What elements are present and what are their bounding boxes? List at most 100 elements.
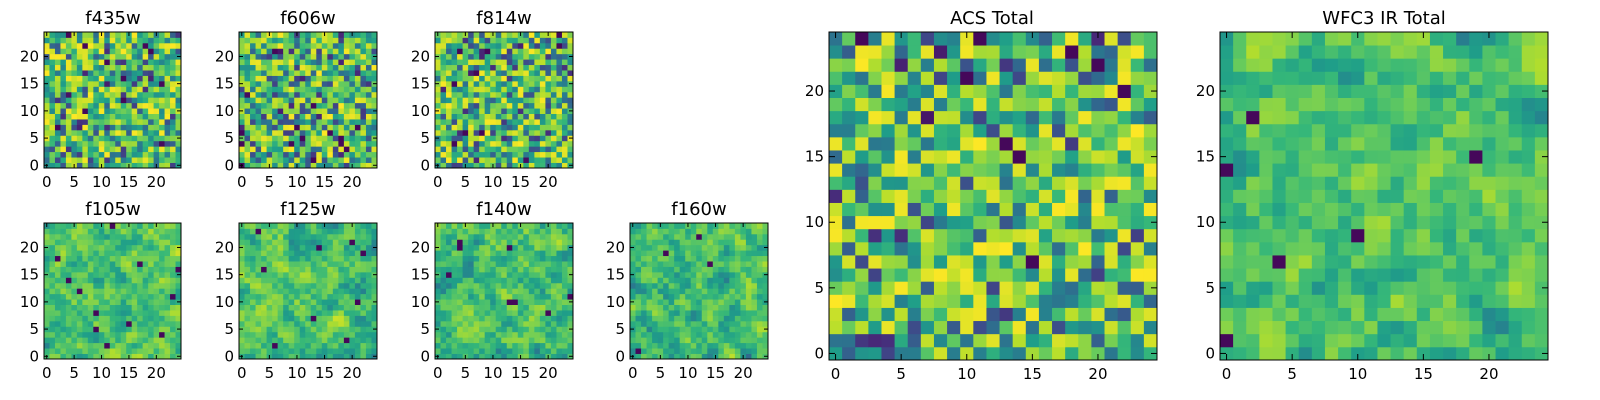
heatmap-cell bbox=[354, 293, 361, 300]
heatmap-cell bbox=[1065, 333, 1079, 348]
heatmap-cell bbox=[250, 113, 256, 120]
heatmap-cell bbox=[451, 37, 458, 44]
heatmap-cell bbox=[288, 353, 295, 360]
heatmap-cell bbox=[674, 244, 681, 251]
heatmap-cell bbox=[153, 228, 160, 235]
heatmap-cell bbox=[60, 64, 67, 71]
heatmap-cell bbox=[277, 80, 284, 87]
heatmap-cell bbox=[696, 228, 703, 235]
heatmap-cell bbox=[277, 320, 284, 327]
heatmap-cell bbox=[93, 146, 100, 153]
heatmap-cell bbox=[999, 255, 1014, 269]
heatmap-cell bbox=[539, 342, 546, 349]
heatmap-cell bbox=[635, 353, 642, 360]
heatmap-cell bbox=[120, 32, 127, 38]
heatmap-cell bbox=[517, 91, 524, 98]
heatmap-cell bbox=[451, 140, 458, 147]
heatmap-cell bbox=[567, 48, 574, 55]
heatmap-cell bbox=[690, 337, 697, 344]
heatmap-cell bbox=[142, 277, 149, 284]
heatmap-cell bbox=[277, 299, 284, 305]
heatmap-cell bbox=[440, 255, 447, 262]
heatmap-cell bbox=[495, 342, 502, 349]
heatmap-cell bbox=[365, 331, 372, 338]
heatmap-cells bbox=[435, 32, 574, 169]
heatmap-cell bbox=[539, 261, 546, 267]
heatmap-cell bbox=[517, 119, 524, 125]
x-tick-label: 10 bbox=[287, 364, 306, 382]
heatmap-cell bbox=[462, 129, 469, 136]
heatmap-cell bbox=[60, 37, 67, 44]
heatmap-cell bbox=[120, 353, 127, 360]
heatmap-cell bbox=[674, 320, 681, 327]
heatmap-cell bbox=[148, 108, 154, 114]
heatmap-cell bbox=[512, 80, 519, 87]
heatmap-cell bbox=[131, 135, 138, 142]
heatmap-cell bbox=[76, 304, 83, 311]
heatmap-cell bbox=[690, 282, 697, 289]
heatmap-cell bbox=[299, 157, 306, 163]
heatmap-cell bbox=[973, 176, 987, 190]
heatmap-cell bbox=[49, 342, 56, 349]
heatmap-cell bbox=[550, 304, 557, 311]
heatmap-cell bbox=[54, 151, 61, 158]
heatmap-cell bbox=[321, 91, 328, 98]
heatmap-cell bbox=[528, 326, 535, 333]
heatmap-cell bbox=[76, 86, 83, 93]
heatmap-cell bbox=[54, 233, 61, 240]
heatmap-cell bbox=[109, 75, 116, 82]
heatmap-cell bbox=[674, 255, 681, 262]
heatmap-cell bbox=[49, 353, 56, 360]
heatmap-cell bbox=[534, 277, 541, 284]
heatmap-cell bbox=[316, 102, 323, 109]
heatmap-cell bbox=[332, 97, 339, 104]
heatmap-cell bbox=[718, 331, 725, 338]
heatmap-cell bbox=[115, 277, 122, 284]
heatmap-cell bbox=[244, 162, 251, 169]
heatmap-cell bbox=[1025, 320, 1040, 335]
x-tick-label: 5 bbox=[656, 364, 666, 382]
heatmap-cell bbox=[316, 48, 323, 55]
heatmap-cell bbox=[729, 250, 736, 257]
heatmap-cell bbox=[305, 266, 312, 273]
heatmap-cell bbox=[657, 331, 664, 338]
heatmap-cell bbox=[277, 255, 284, 262]
heatmap-cell bbox=[148, 266, 154, 273]
heatmap-cell bbox=[674, 326, 681, 333]
heatmap-cell bbox=[65, 293, 72, 300]
heatmap-cell bbox=[332, 129, 339, 136]
heatmap-cell bbox=[534, 64, 541, 71]
heatmap-cell bbox=[338, 37, 345, 44]
heatmap-cell bbox=[93, 304, 100, 311]
heatmap-cell bbox=[556, 282, 563, 289]
heatmap-cell bbox=[512, 250, 519, 257]
heatmap-cell bbox=[457, 119, 463, 125]
heatmap-cell bbox=[440, 146, 447, 153]
heatmap-cell bbox=[354, 80, 361, 87]
heatmap-cell bbox=[332, 146, 339, 153]
heatmap-cell bbox=[371, 348, 378, 354]
heatmap-cell bbox=[261, 102, 267, 109]
heatmap-cell bbox=[1038, 189, 1053, 203]
heatmap-cell bbox=[473, 48, 480, 55]
heatmap-cell bbox=[855, 333, 869, 348]
heatmap-cell bbox=[104, 304, 111, 311]
heatmap-cell bbox=[556, 320, 563, 327]
heatmap-cell bbox=[159, 271, 165, 278]
heatmap-cell bbox=[239, 91, 245, 98]
heatmap-cell bbox=[740, 282, 747, 289]
heatmap-cell bbox=[712, 331, 719, 338]
heatmap-cell bbox=[756, 348, 763, 354]
heatmap-cell bbox=[104, 320, 111, 327]
heatmap-cell bbox=[76, 315, 83, 322]
heatmap-cell bbox=[321, 146, 328, 153]
x-tick-label: 15 bbox=[511, 364, 530, 382]
heatmap-cell bbox=[534, 97, 541, 104]
heatmap-cell bbox=[71, 271, 78, 278]
heatmap-cell bbox=[175, 320, 182, 327]
heatmap-cell bbox=[277, 157, 284, 163]
heatmap-cell bbox=[131, 244, 138, 251]
heatmap-cell bbox=[646, 244, 653, 251]
x-tick-label: 20 bbox=[343, 364, 362, 382]
